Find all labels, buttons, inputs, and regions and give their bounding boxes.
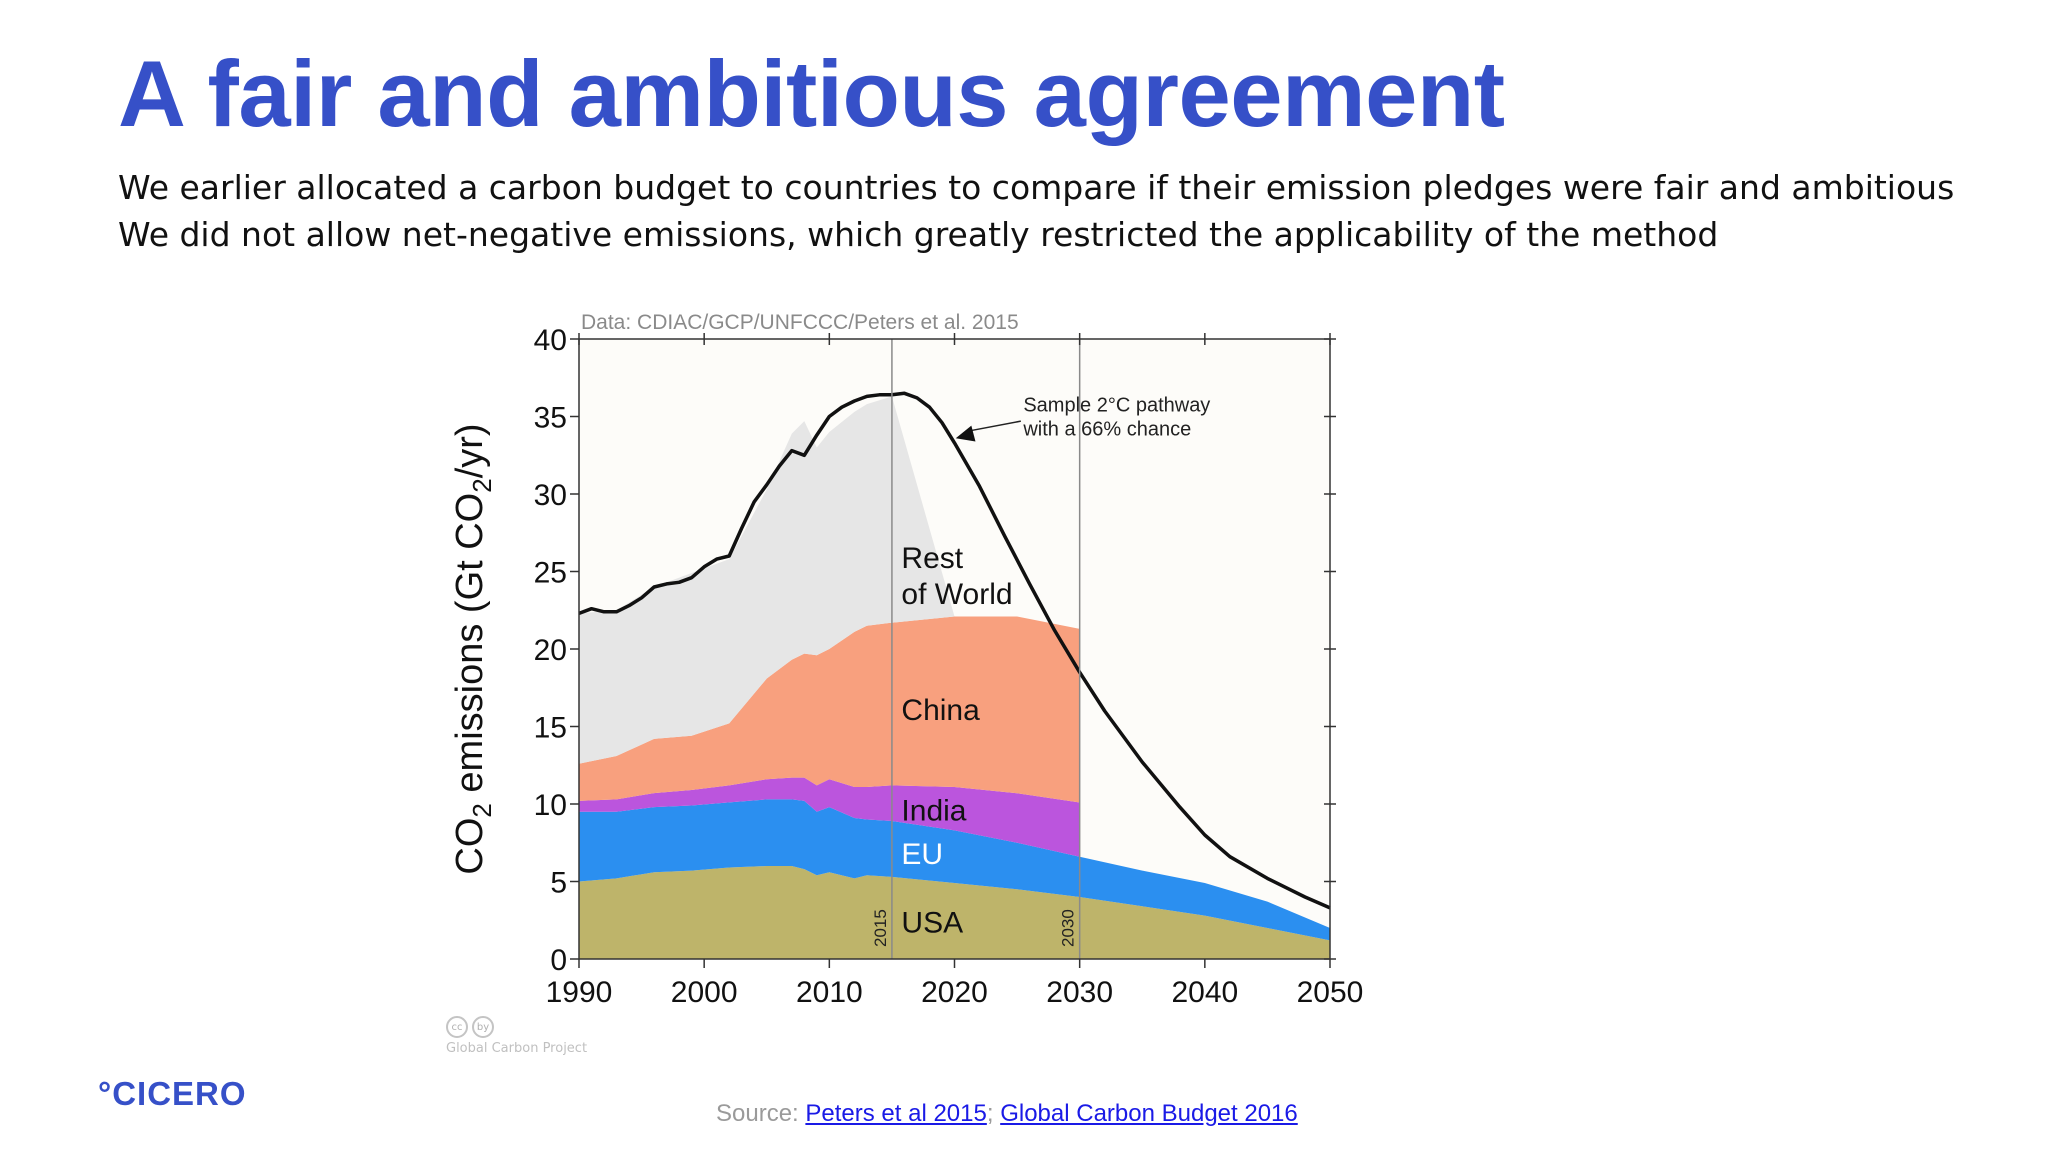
ylabel-subscript: 2 (467, 803, 497, 817)
ylabel-part: CO (449, 818, 491, 875)
y-tick-label: 35 (534, 402, 567, 435)
ylabel-part: /yr) (449, 423, 491, 478)
area-india (579, 777, 1080, 857)
vline-label-2030: 2030 (1059, 909, 1078, 947)
cicero-logo: °CICERO (98, 1075, 247, 1112)
slide-title: A fair and ambitious agreement (118, 41, 1505, 146)
ylabel-subscript: 2 (467, 478, 497, 492)
x-tick-label: 2050 (1297, 976, 1364, 1009)
y-tick-label: 20 (534, 634, 567, 667)
series-label-rest-of-world: of World (901, 578, 1012, 611)
y-tick-label: 30 (534, 479, 567, 512)
area-rest-of-world (579, 396, 1080, 764)
source-link-gcb[interactable]: Global Carbon Budget 2016 (1000, 1100, 1298, 1127)
y-tick-label: 10 (534, 789, 567, 822)
cc-license-badge: cc by Global Carbon Project (446, 1016, 587, 1056)
bullet-line: We earlier allocated a carbon budget to … (118, 168, 1955, 207)
y-tick-label: 5 (550, 867, 567, 900)
series-label-eu: EU (901, 838, 943, 871)
pathway-line (578, 391, 1331, 910)
series-label-rest-of-world: Rest (901, 542, 963, 575)
source-link-peters[interactable]: Peters et al 2015 (805, 1100, 987, 1127)
y-tick-label: 0 (550, 944, 567, 977)
pathway-arrow-line (967, 420, 1021, 432)
bullet-list: We earlier allocated a carbon budget to … (118, 164, 1954, 258)
pathway-arrow-head (955, 425, 976, 442)
area-eu (579, 799, 1330, 941)
source-separator: ; (986, 1100, 1001, 1127)
area-usa (579, 866, 1330, 959)
y-tick-label: 40 (534, 324, 567, 357)
y-tick-label: 25 (534, 557, 567, 590)
source-line: Source: Peters et al 2015; Global Carbon… (716, 1100, 1298, 1128)
series-label-india: India (901, 795, 966, 828)
y-axis-label: CO2 emissions (Gt CO2/yr) (449, 423, 497, 874)
source-prefix: Source: (716, 1100, 806, 1127)
y-tick-label: 15 (534, 712, 567, 745)
cc-icon: cc (446, 1016, 468, 1038)
vline-label-2015: 2015 (871, 909, 890, 947)
pathway-annotation: with a 66% chance (1022, 419, 1191, 441)
ylabel-part: emissions (Gt CO (449, 493, 491, 803)
series-label-china: China (901, 694, 980, 727)
bullet-line: We did not allow net-negative emissions,… (118, 215, 1719, 254)
x-tick-label: 2000 (671, 976, 738, 1009)
x-tick-label: 2040 (1171, 976, 1238, 1009)
series-label-usa: USA (901, 906, 963, 939)
pathway-annotation: Sample 2°C pathway (1023, 395, 1210, 417)
attribution-icon: by (472, 1016, 494, 1038)
x-tick-label: 2010 (796, 976, 863, 1009)
data-credit: Data: CDIAC/GCP/UNFCCC/Peters et al. 201… (581, 311, 1019, 334)
x-tick-label: 2020 (921, 976, 988, 1009)
cc-caption: Global Carbon Project (446, 1041, 588, 1056)
x-tick-label: 1990 (546, 976, 613, 1009)
area-china (579, 616, 1080, 803)
x-tick-label: 2030 (1046, 976, 1113, 1009)
